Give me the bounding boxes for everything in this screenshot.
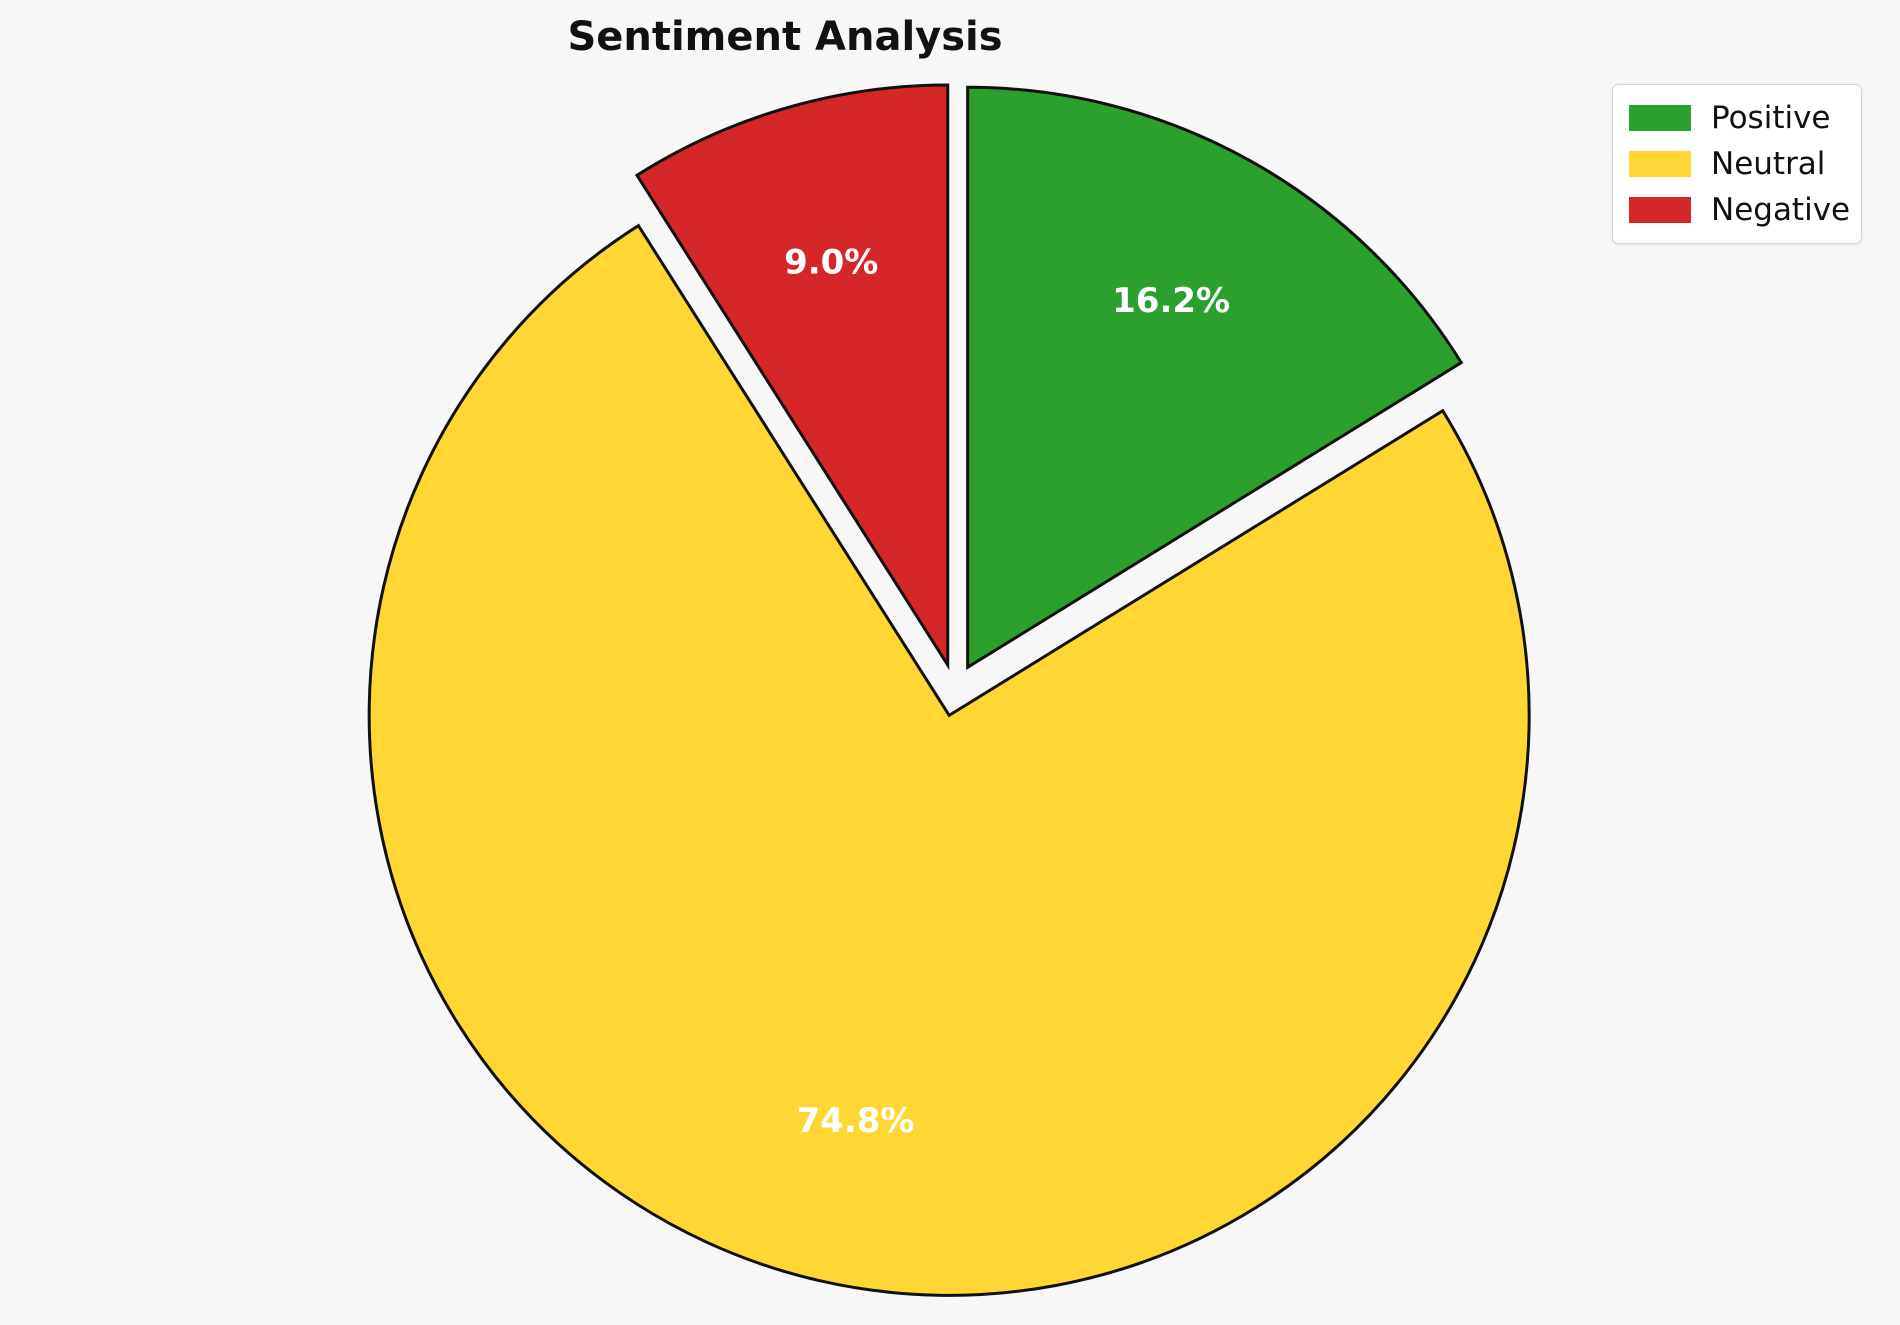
legend-item-neutral[interactable]: Neutral [1629, 143, 1847, 185]
page-title: Sentiment Analysis [567, 14, 1003, 60]
legend-swatch-positive [1629, 105, 1691, 131]
pie-slice-neutral[interactable] [367, 223, 1531, 1297]
pie-slice-negative[interactable] [634, 83, 950, 671]
legend-swatch-negative [1629, 197, 1691, 223]
pie-slice-positive[interactable] [966, 85, 1464, 670]
legend: Positive Neutral Negative [1612, 84, 1862, 244]
pie-slices-group [367, 83, 1531, 1297]
legend-label-neutral: Neutral [1711, 145, 1826, 182]
pie-label-positive: 16.2% [1112, 281, 1230, 321]
legend-swatch-neutral [1629, 151, 1691, 177]
pie-labels-group: 16.2% 74.8% 9.0% [784, 243, 1230, 1141]
legend-label-positive: Positive [1711, 99, 1831, 136]
legend-item-negative[interactable]: Negative [1629, 189, 1851, 231]
legend-label-negative: Negative [1711, 191, 1851, 228]
pie-label-negative: 9.0% [784, 243, 878, 283]
legend-item-positive[interactable]: Positive [1629, 97, 1847, 139]
pie-label-neutral: 74.8% [797, 1101, 915, 1141]
